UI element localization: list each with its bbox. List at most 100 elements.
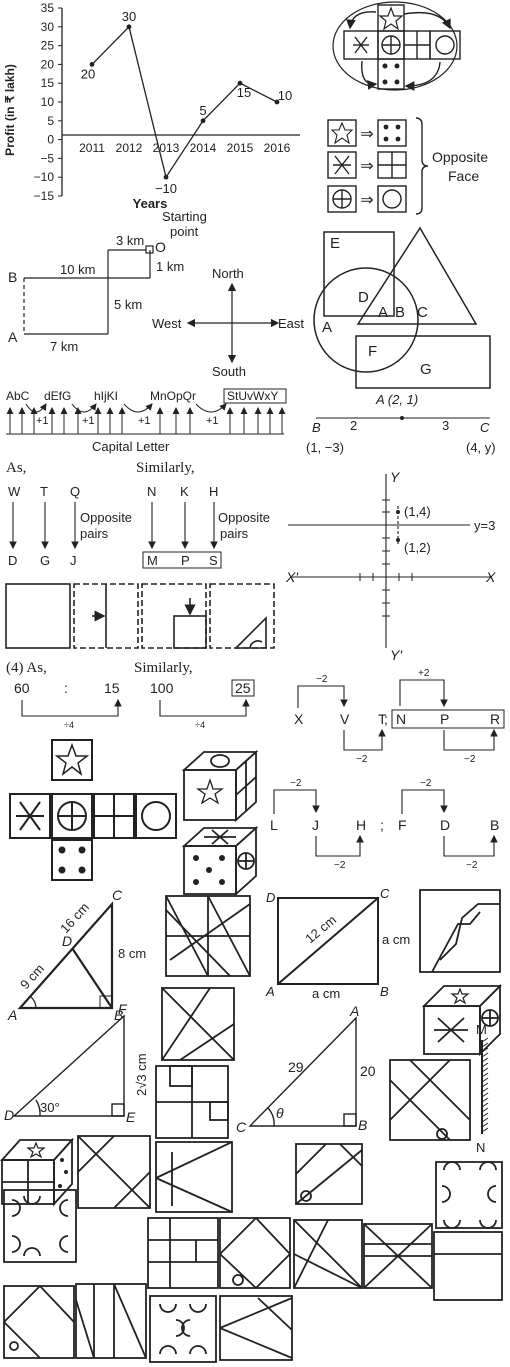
- y-tick-label: −10: [34, 170, 55, 184]
- side-label: 2√3 cm: [134, 1053, 149, 1096]
- vertex-a: A: [265, 984, 275, 999]
- label-a-inner: A: [378, 304, 388, 321]
- vertex-a: A: [7, 1007, 17, 1023]
- data-label: 5: [199, 103, 206, 118]
- opposite-label: Opposite: [432, 149, 488, 165]
- vertex-f: F: [118, 1001, 128, 1017]
- similarly-label: Similarly,: [134, 660, 193, 676]
- point-c: C: [480, 420, 490, 435]
- letter: W: [8, 484, 21, 499]
- label-b: B: [395, 304, 405, 321]
- data-point: [126, 24, 132, 30]
- side-16: 16 cm: [57, 900, 92, 936]
- semicolon: ;: [384, 711, 388, 727]
- num-25: 25: [235, 680, 251, 696]
- side-8: 8 cm: [118, 946, 146, 961]
- plus-one: +1: [36, 415, 49, 427]
- bottom-label: a cm: [312, 986, 340, 1001]
- letter: H: [209, 484, 218, 499]
- letter: P: [181, 553, 190, 568]
- minus-2: −2: [316, 674, 328, 685]
- implies-arrow: ⇒: [360, 126, 373, 143]
- dots-icon: [193, 855, 225, 885]
- triangle-def: F D E 30° 2√3 cm: [4, 1001, 149, 1125]
- angle-30: 30°: [40, 1100, 60, 1115]
- dist-3km: 3 km: [116, 233, 144, 248]
- east-label: East: [278, 316, 304, 331]
- y-tick-label: −5: [40, 151, 54, 165]
- hyp-label: 29: [288, 1059, 304, 1075]
- letter: S: [209, 553, 218, 568]
- y-tick-label: 20: [41, 57, 55, 71]
- data-label: 30: [122, 9, 136, 24]
- y-tick-label: 10: [41, 95, 55, 109]
- side-9: 9 cm: [17, 961, 47, 992]
- label-c: C: [417, 304, 428, 321]
- dots-icon: [382, 63, 400, 85]
- data-point: [237, 80, 243, 86]
- x-tick-label: 2016: [264, 141, 291, 155]
- letter: F: [398, 817, 407, 833]
- y-tick-label: 25: [41, 39, 55, 53]
- point-1-2: (1,2): [404, 540, 431, 555]
- minus-2: −2: [356, 754, 368, 765]
- vertex-a: A: [349, 1003, 359, 1019]
- point-a: A: [8, 329, 18, 345]
- y-tick-label: −15: [34, 189, 55, 203]
- square-abcd: D C A B 12 cm a cm a cm: [265, 886, 410, 1001]
- letter: H: [356, 817, 366, 833]
- cube-net-large: [9, 739, 177, 881]
- x-tick-label: 2012: [116, 141, 143, 155]
- as-label: As,: [6, 460, 26, 476]
- circled-plus-icon: [332, 189, 352, 209]
- cube-2: [181, 825, 259, 897]
- ratio-section: (4) As, Similarly, 60 : 15 100 25 ÷4 ÷4: [6, 660, 255, 730]
- y-tick-label: 30: [41, 20, 55, 34]
- cube-net-top: [332, 1, 461, 91]
- asterisk-icon: [353, 36, 369, 54]
- circled-plus-icon: [381, 35, 401, 55]
- venn-figure: E D A B C A F G: [313, 226, 491, 389]
- star-icon: [450, 987, 470, 1005]
- grid-face-icon: [94, 794, 134, 838]
- letter: T: [40, 484, 48, 499]
- minus-2: −2: [466, 860, 478, 871]
- letter: N: [396, 711, 406, 727]
- x-label: X: [485, 569, 496, 585]
- point-b: B: [8, 269, 17, 285]
- letter: G: [40, 553, 50, 568]
- pairs-label: pairs: [220, 526, 249, 541]
- num-15: 15: [104, 680, 120, 696]
- section-formula: A (2, 1) B C 2 3 (1, −3) (4, y): [306, 392, 496, 455]
- theta: θ: [276, 1105, 284, 1121]
- pairs-label: pairs: [80, 526, 109, 541]
- pattern-squares: [3, 889, 503, 1363]
- grid-face-icon: [378, 152, 406, 178]
- north-label: North: [212, 266, 244, 281]
- circle-icon: [382, 189, 402, 209]
- y-prime: Y': [390, 647, 403, 663]
- vertex-e: E: [126, 1109, 136, 1125]
- circled-plus-icon: [57, 801, 87, 831]
- minus-2: −2: [420, 778, 432, 789]
- side-label: 20: [360, 1063, 376, 1079]
- letter: T: [378, 711, 387, 727]
- south-label: South: [212, 364, 246, 379]
- letter: B: [490, 817, 499, 833]
- x-tick-label: 2015: [227, 141, 254, 155]
- cube-4: [0, 1137, 75, 1207]
- y-tick-label: 15: [41, 76, 55, 90]
- vertex-d: D: [62, 933, 72, 949]
- minus-2: −2: [334, 860, 346, 871]
- dist-5km: 5 km: [114, 297, 142, 312]
- plus-one: +1: [138, 415, 151, 427]
- group-1: AbC: [6, 389, 30, 403]
- data-label: 10: [278, 88, 292, 103]
- paper-folding: [5, 583, 275, 649]
- dist-7km: 7 km: [50, 339, 78, 354]
- vertex-c: C: [236, 1119, 247, 1135]
- x-tick-label: 2011: [79, 141, 105, 155]
- implies-arrow: ⇒: [360, 192, 373, 209]
- letter: X: [294, 711, 304, 727]
- dots-icon: [58, 1158, 68, 1188]
